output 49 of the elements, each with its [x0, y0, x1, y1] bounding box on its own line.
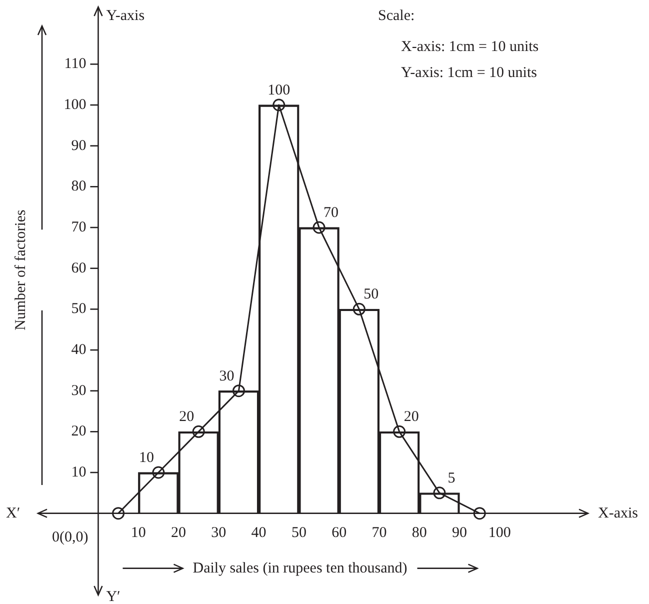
- data-label: 10: [138, 450, 154, 466]
- y-tick-label: 40: [71, 342, 86, 358]
- point: [312, 221, 326, 234]
- text: X-axis: [598, 505, 638, 522]
- point: [352, 302, 366, 316]
- x-tick-label: 10: [130, 524, 146, 541]
- annotation: Y′: [106, 588, 120, 604]
- data-label: 100: [268, 82, 290, 98]
- y-tick-label: 110: [64, 56, 86, 72]
- x-axis-title: Daily sales (in rupees ten thousand): [192, 560, 408, 576]
- point: [152, 466, 165, 479]
- x-tick-label: 100: [488, 524, 511, 541]
- point: [473, 507, 486, 520]
- y-tick-label: 90: [71, 138, 86, 154]
- x-tick-label: 60: [332, 524, 347, 541]
- data-label: 70: [324, 204, 339, 221]
- annotation: Scale:: [378, 8, 415, 24]
- y-tick-label: 20: [71, 424, 86, 440]
- point: [393, 425, 406, 438]
- y-tick-label: 100: [64, 96, 86, 113]
- y-tick-label: 80: [71, 178, 86, 195]
- x-tick-label: 40: [251, 524, 266, 541]
- data-label: 20: [404, 409, 419, 426]
- data-label: 30: [219, 368, 234, 384]
- x-tick-label: 90: [452, 524, 468, 541]
- y-tick-label: 10: [71, 464, 86, 480]
- y-axis-title: Number of factories: [12, 209, 29, 330]
- data-label: 50: [364, 286, 379, 303]
- text: X′: [6, 505, 20, 522]
- annotation: Y-axis: 1cm = 10 units: [401, 64, 538, 81]
- point: [272, 98, 286, 112]
- annotation: Y-axis: [106, 8, 145, 24]
- point: [433, 486, 446, 500]
- x-tick-label: 50: [291, 524, 306, 541]
- annotation: 0(0,0): [52, 529, 88, 546]
- point: [112, 507, 125, 520]
- point: [232, 384, 245, 398]
- y-tick-label: 70: [71, 219, 86, 236]
- x-tick-label: 70: [372, 524, 387, 541]
- x-tick-label: 80: [412, 524, 427, 541]
- y-tick-label: 50: [71, 301, 86, 318]
- y-tick-label: 60: [71, 260, 86, 276]
- point: [192, 425, 205, 438]
- x-tick-label: 30: [211, 524, 226, 541]
- annotation: X-axis: 1cm = 10 units: [401, 38, 539, 55]
- y-tick-label: 30: [71, 382, 86, 399]
- x-tick-label: 20: [171, 524, 186, 541]
- data-label: 5: [448, 470, 456, 486]
- data-label: 20: [179, 409, 194, 426]
